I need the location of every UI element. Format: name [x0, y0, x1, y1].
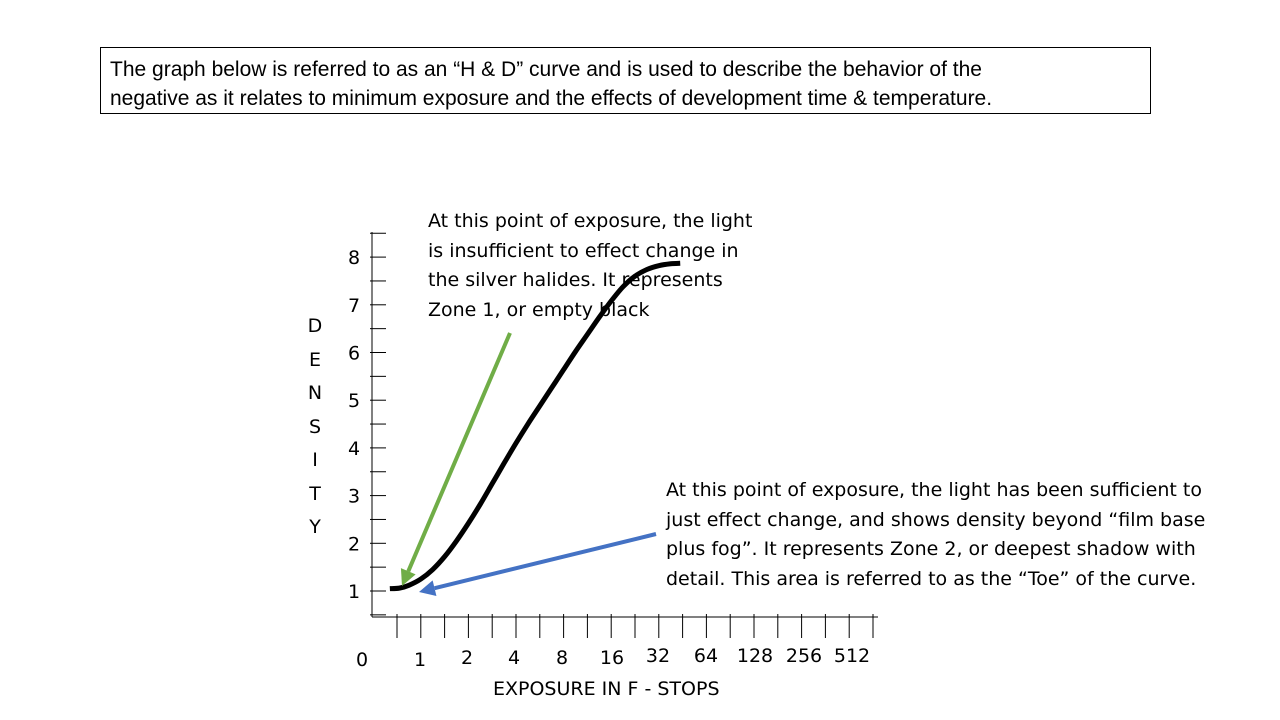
y-axis-label-letter: Y [309, 516, 321, 538]
x-tick-label: 4 [508, 647, 520, 669]
x-tick-label: 512 [834, 645, 870, 667]
x-tick-label: 256 [786, 645, 822, 667]
zone2-line-1: At this point of exposure, the light has… [666, 479, 1202, 501]
zone2-line-3: plus fog”. It represents Zone 2, or deep… [666, 538, 1196, 560]
y-tick-label: 8 [348, 247, 360, 269]
zone1-line-4: Zone 1, or empty black [428, 298, 650, 321]
y-axis-label-letter: N [307, 382, 323, 404]
zone1-arrow-shaft [406, 332, 512, 573]
y-tick-label: 2 [348, 533, 360, 555]
y-axis-label-letter: I [312, 449, 318, 471]
x-axis-label: EXPOSURE IN F - STOPS [493, 678, 720, 700]
x-tick-label: 128 [737, 645, 773, 667]
zone1-line-3: the silver halides. It represents [428, 269, 723, 291]
x-tick-label: 8 [556, 647, 568, 669]
y-tick-label: 6 [348, 343, 360, 365]
zone1-line-1: At this point of exposure, the light [428, 210, 753, 232]
zone1-arrow-head [400, 568, 416, 586]
y-tick-label: 4 [348, 438, 360, 460]
intro-line-1: The graph below is referred to as an “H … [110, 58, 982, 81]
zone2-arrow-shaft [434, 532, 657, 591]
x-tick-label: 64 [694, 645, 718, 667]
zone2-line-2: just effect change, and shows density be… [666, 508, 1206, 531]
zone2-line-4: detail. This area is referred to as the … [666, 567, 1197, 590]
y-axis-label: D E N S I T Y [300, 310, 330, 545]
y-axis-label-letter: D [307, 315, 323, 337]
zone1-line-2: is insufficient to effect change in [428, 239, 739, 262]
hd-curve-line [389, 260, 681, 592]
intro-text-box: The graph below is referred to as an “H … [100, 47, 1151, 114]
x-tick-label: 1 [414, 649, 426, 671]
x-tick-label: 16 [600, 647, 624, 669]
y-tick-label: 5 [348, 390, 360, 412]
y-tick-label: 7 [348, 295, 360, 317]
zone1-annotation: At this point of exposure, the light is … [428, 207, 752, 325]
x-tick-label: 0 [356, 649, 368, 671]
y-axis-label-letter: E [308, 348, 321, 371]
y-axis-label-letter: T [309, 482, 321, 505]
zone2-arrow-head [419, 580, 437, 596]
intro-line-2: negative as it relates to minimum exposu… [110, 87, 993, 110]
y-tick-label: 3 [348, 486, 360, 508]
x-tick-label: 32 [646, 645, 670, 667]
y-tick-label: 1 [348, 581, 360, 603]
y-axis-label-letter: S [308, 415, 322, 438]
x-tick-label: 2 [461, 647, 473, 669]
zone2-annotation: At this point of exposure, the light has… [666, 476, 1205, 594]
